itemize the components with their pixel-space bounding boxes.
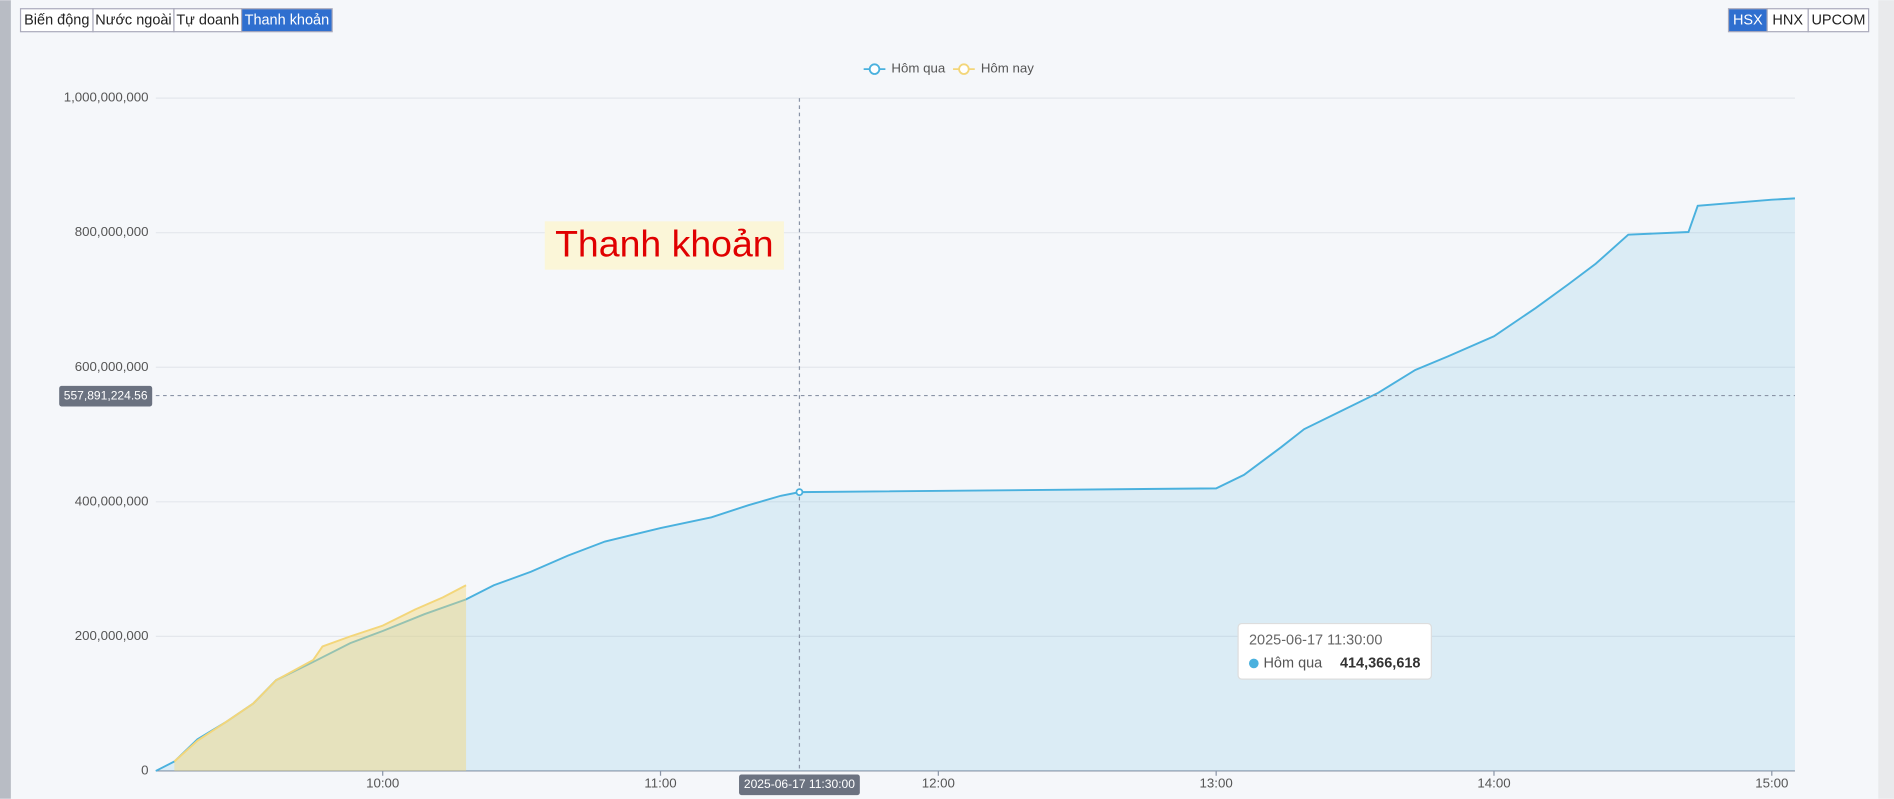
y-tick-label: 1,000,000,000 <box>64 90 149 105</box>
tab-bg <box>240 8 333 33</box>
y-tick-label: 0 <box>141 762 148 777</box>
x-tick-label: 13:00 <box>1200 776 1233 791</box>
annotation-bg <box>544 221 784 270</box>
exchange-bg <box>1807 8 1870 33</box>
y-tick-label: 800,000,000 <box>75 224 149 239</box>
tab-label: Biến động <box>24 13 89 29</box>
crosshair-x-label: 2025-06-17 11:30:00 <box>744 777 855 791</box>
left-edge <box>0 0 11 799</box>
crosshair-y-label: 557,891,224.56 <box>64 388 148 402</box>
area <box>174 585 467 771</box>
y-tick-label: 200,000,000 <box>75 628 149 643</box>
tab[interactable]: Biến động <box>19 8 94 33</box>
x-tick-label: 10:00 <box>366 776 399 791</box>
annotation: Thanh khoản <box>555 223 774 265</box>
hover-point <box>795 488 804 497</box>
exchange[interactable]: HNX <box>1766 8 1809 33</box>
legend-marker <box>868 63 881 75</box>
tab[interactable]: Nước ngoài <box>92 8 175 33</box>
x-tick-label: 14:00 <box>1477 776 1510 791</box>
legend-marker <box>958 63 970 75</box>
line <box>173 584 467 763</box>
tab-label: Tự doanh <box>176 13 239 29</box>
exchange[interactable]: HSX <box>1727 8 1768 33</box>
crosshair-y-bg <box>59 385 153 407</box>
legend-label: Hôm qua <box>891 61 945 76</box>
exchange-label: HNX <box>1772 13 1803 29</box>
x-tick-label: 15:00 <box>1755 776 1788 791</box>
tooltip-title: 2025-06-17 11:30:00 <box>1249 632 1382 648</box>
tooltip-value: 414,366,618 <box>1340 655 1421 671</box>
exchange-label: UPCOM <box>1811 13 1865 29</box>
tab-label: Nước ngoài <box>95 13 171 29</box>
scrollbar <box>1878 0 1894 799</box>
tooltip-series: Hôm qua <box>1263 655 1323 671</box>
y-tick-label: 400,000,000 <box>75 493 149 508</box>
tooltip-bg <box>1237 622 1432 680</box>
exchange[interactable]: UPCOM <box>1807 8 1870 33</box>
tab-label: Thanh khoản <box>245 13 330 29</box>
exchange-label: HSX <box>1733 13 1763 29</box>
tooltip-dot <box>1248 658 1259 669</box>
crosshair-x-bg <box>739 774 860 796</box>
line <box>155 197 1796 772</box>
x-tick-label: 11:00 <box>644 776 676 791</box>
x-tick-label: 12:00 <box>922 776 955 791</box>
y-tick-label: 600,000,000 <box>75 359 149 374</box>
tab[interactable]: Tự doanh <box>173 8 243 33</box>
legend-label: Hôm nay <box>981 61 1034 76</box>
tab[interactable]: Thanh khoản <box>240 8 333 33</box>
